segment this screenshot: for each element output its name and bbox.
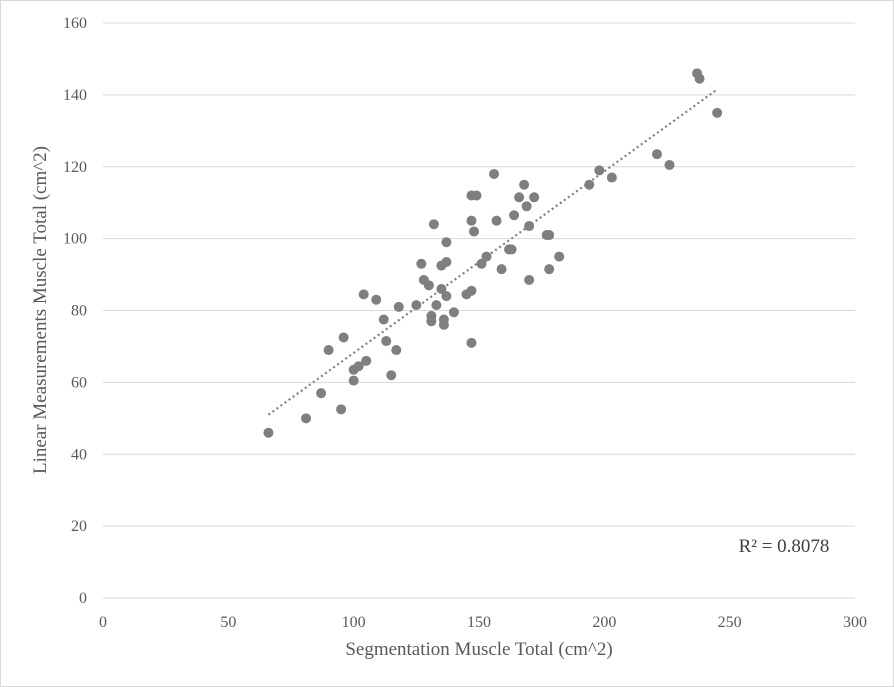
scatter-point xyxy=(438,319,449,330)
scatter-point xyxy=(386,370,397,381)
r-squared-label: R² = 0.8078 xyxy=(739,536,830,557)
scatter-point xyxy=(524,274,535,285)
linear-trendline xyxy=(267,88,718,416)
scatter-point xyxy=(468,226,479,237)
scatter-point xyxy=(466,337,477,348)
scatter-point xyxy=(353,361,364,372)
x-axis-title: Segmentation Muscle Total (cm^2) xyxy=(345,639,612,660)
scatter-point xyxy=(338,332,349,343)
scatter-point xyxy=(509,210,520,221)
y-tick-label: 120 xyxy=(63,159,87,176)
scatter-point xyxy=(378,314,389,325)
scatter-point xyxy=(521,201,532,212)
y-tick-label: 20 xyxy=(71,518,87,535)
scatter-point xyxy=(506,244,517,255)
scatter-point xyxy=(544,264,555,275)
scatter-point xyxy=(428,219,439,230)
y-tick-label: 60 xyxy=(71,374,87,391)
scatter-point xyxy=(371,294,382,305)
scatter-point xyxy=(381,336,392,347)
scatter-point xyxy=(348,375,359,386)
scatter-point xyxy=(519,179,530,190)
scatter-point xyxy=(606,172,617,183)
scatter-point xyxy=(554,251,565,262)
scatter-point xyxy=(358,289,369,300)
trendline-layer xyxy=(267,88,718,416)
y-tick-label: 100 xyxy=(63,231,87,248)
scatter-point xyxy=(481,251,492,262)
scatter-point xyxy=(471,190,482,201)
y-tick-label: 80 xyxy=(71,303,87,320)
scatter-point xyxy=(411,300,422,311)
scatter-point xyxy=(423,280,434,291)
y-tick-label: 160 xyxy=(63,15,87,32)
scatter-point xyxy=(529,192,540,203)
scatter-point xyxy=(496,264,507,275)
y-axis-ticks: 0 20 40 60 80 100 120 140 160 xyxy=(63,15,87,607)
scatter-point xyxy=(712,107,723,118)
y-tick-label: 140 xyxy=(63,87,87,104)
scatter-point xyxy=(316,388,327,399)
x-tick-label: 300 xyxy=(843,614,867,631)
y-tick-label: 0 xyxy=(79,590,87,607)
scatter-point xyxy=(544,230,555,241)
scatter-point xyxy=(664,159,675,170)
scatter-point xyxy=(426,316,437,327)
scatter-point xyxy=(263,427,274,438)
scatter-point xyxy=(361,355,372,366)
data-points xyxy=(263,68,723,438)
scatter-point xyxy=(491,215,502,226)
scatter-point xyxy=(393,301,404,312)
scatter-point xyxy=(441,291,452,302)
scatter-point xyxy=(441,256,452,267)
scatter-point xyxy=(391,345,402,356)
scatter-point xyxy=(466,215,477,226)
x-tick-label: 250 xyxy=(718,614,742,631)
scatter-point xyxy=(514,192,525,203)
gridlines xyxy=(103,22,855,599)
x-tick-label: 150 xyxy=(467,614,491,631)
scatter-point xyxy=(323,345,334,356)
scatter-point xyxy=(476,258,487,269)
y-tick-label: 40 xyxy=(71,446,87,463)
scatter-point xyxy=(694,73,705,84)
x-tick-label: 50 xyxy=(220,614,236,631)
scatter-point xyxy=(524,221,535,232)
scatter-point xyxy=(594,165,605,176)
scatter-point xyxy=(336,404,347,415)
scatter-point xyxy=(441,237,452,248)
scatter-point xyxy=(416,258,427,269)
scatter-point xyxy=(651,149,662,160)
scatter-point xyxy=(584,179,595,190)
scatter-point xyxy=(489,168,500,179)
scatter-point xyxy=(436,283,447,294)
x-tick-label: 100 xyxy=(342,614,366,631)
x-tick-label: 0 xyxy=(99,614,107,631)
scatter-point xyxy=(448,307,459,318)
y-axis-title: Linear Measurements Muscle Total (cm^2) xyxy=(30,146,51,474)
x-tick-label: 200 xyxy=(592,614,616,631)
scatter-point xyxy=(431,300,442,311)
scatter-point xyxy=(301,413,312,424)
scatter-point xyxy=(466,285,477,296)
x-axis-ticks: 0 50 100 150 200 250 300 xyxy=(99,614,867,631)
